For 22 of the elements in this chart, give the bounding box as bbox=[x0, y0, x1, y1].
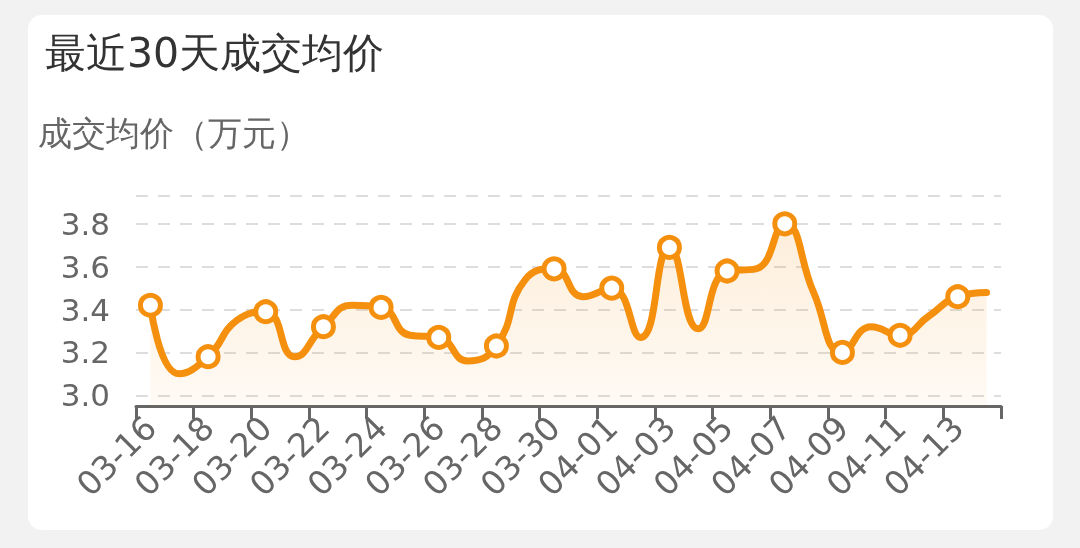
point bbox=[483, 333, 509, 359]
point bbox=[945, 284, 971, 310]
point bbox=[829, 339, 855, 365]
point bbox=[426, 324, 452, 350]
y-tick-label: 3.0 bbox=[60, 377, 110, 414]
y-tick-label: 3.8 bbox=[60, 205, 110, 242]
y-tick-label: 3.2 bbox=[60, 334, 110, 371]
point bbox=[253, 299, 279, 325]
point bbox=[137, 292, 163, 318]
point bbox=[599, 275, 625, 301]
point bbox=[656, 234, 682, 260]
y-tick-label: 3.4 bbox=[60, 291, 110, 328]
point bbox=[195, 344, 221, 370]
chart-title: 最近30天成交均价 bbox=[45, 28, 385, 77]
point bbox=[310, 314, 336, 340]
point bbox=[368, 294, 394, 320]
y-axis-title: 成交均价（万元） bbox=[38, 113, 310, 153]
point bbox=[714, 258, 740, 284]
point bbox=[772, 211, 798, 237]
y-tick-label: 3.6 bbox=[60, 248, 110, 285]
point bbox=[541, 256, 567, 282]
point bbox=[887, 322, 913, 348]
